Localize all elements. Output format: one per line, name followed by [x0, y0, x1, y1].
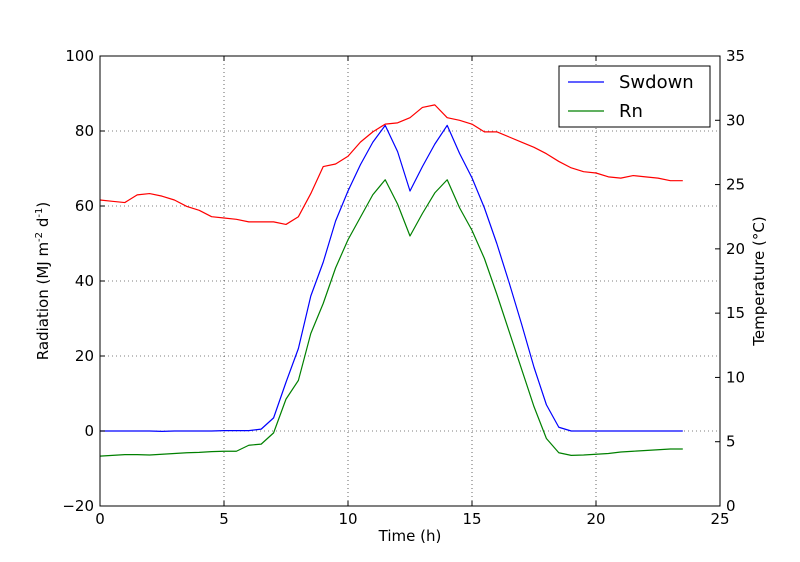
y-tick-label-right: 15: [726, 304, 745, 322]
x-tick-label: 5: [219, 510, 229, 528]
x-tick-label: 25: [710, 510, 729, 528]
x-tick-label: 10: [338, 510, 357, 528]
y-tick-label-left: 0: [84, 422, 94, 440]
y-label-exponent-2: -1: [34, 208, 45, 218]
y-tick-label-left: 100: [65, 47, 94, 65]
x-tick-label: 20: [586, 510, 605, 528]
y-tick-label-left: 40: [75, 272, 94, 290]
y-tick-label-right: 35: [726, 47, 745, 65]
legend-box: [558, 65, 711, 128]
y-tick-label-right: 10: [726, 368, 745, 386]
y-label-part-1: Radiation (MJ m: [34, 242, 52, 360]
series-rn: [99, 179, 683, 457]
y-tick-label-left: 80: [75, 122, 94, 140]
legend: Swdown Rn: [558, 65, 711, 128]
y-label-exponent-1: -2: [34, 232, 45, 242]
y-axis-label-right: Temperature (°C): [750, 216, 768, 346]
y-tick-label-right: 30: [726, 111, 745, 129]
y-tick-label-left: −20: [62, 497, 94, 515]
y-tick-label-left: 60: [75, 197, 94, 215]
y-tick-label-right: 25: [726, 176, 745, 194]
legend-label-rn: Rn: [619, 101, 643, 122]
y-tick-label-left: 20: [75, 347, 94, 365]
x-tick-label: 0: [95, 510, 105, 528]
x-axis-label: Time (h): [378, 527, 442, 545]
y-axis-label-left: Radiation (MJ m-2 d-1): [34, 202, 52, 360]
series-swdown: [100, 124, 683, 432]
y-tick-label-right: 20: [726, 240, 745, 258]
y-tick-label-right: 5: [726, 433, 736, 451]
legend-label-swdown: Swdown: [619, 72, 694, 93]
y-label-part-3: ): [34, 202, 52, 208]
y-tick-label-right: 0: [726, 497, 736, 515]
plot-lines: [99, 104, 683, 457]
x-tick-label: 15: [462, 510, 481, 528]
series-temperature: [99, 104, 683, 226]
y-label-part-2: d: [34, 218, 52, 232]
